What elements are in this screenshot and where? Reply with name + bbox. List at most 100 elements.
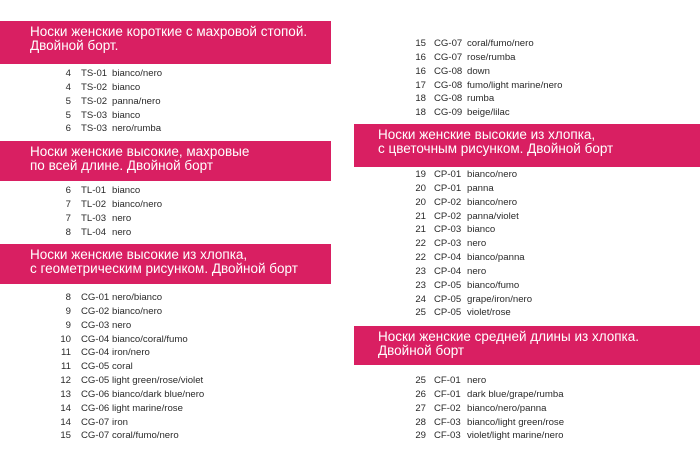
section-title-line: Носки женские высокие из хлопка, [378, 127, 596, 142]
item-code: CF-02 [434, 402, 461, 414]
item-size: 15 [60, 430, 71, 442]
item-color: bianco/nero [112, 198, 163, 210]
item-code: CG-06 [81, 388, 110, 400]
item-color: dark blue/grape/rumba [467, 388, 564, 400]
item-color: bianco/nero [112, 68, 163, 79]
item-size: 12 [60, 375, 71, 387]
item-code: CG-04 [81, 347, 110, 359]
item-color: down [467, 65, 490, 77]
item-color: light marine/rose [112, 402, 183, 414]
item-size: 20 [415, 196, 426, 208]
item-size: 22 [415, 238, 426, 250]
item-color: coral/fumo/nero [112, 430, 179, 442]
item-code: CF-01 [434, 375, 461, 386]
item-color: coral [112, 361, 133, 373]
section-banner: Носки женские высокие из хлопка, с геоме… [0, 244, 331, 284]
item-color: iron/nero [112, 347, 150, 359]
item-color: nero [467, 265, 487, 277]
item-size: 28 [415, 416, 426, 428]
section-title-line: Носки женские средней длины из хлопка. [378, 329, 640, 344]
section-high-terry: Носки женские высокие, махровые по всей … [0, 141, 345, 238]
item-size: 23 [415, 265, 426, 277]
item-size: 26 [415, 388, 426, 400]
item-code: CG-06 [81, 402, 110, 414]
item-size: 6 [65, 185, 71, 196]
item-color: nero/rumba [112, 123, 162, 135]
item-size: 13 [60, 388, 71, 400]
item-code: CP-02 [434, 210, 462, 222]
item-color: grape/iron/nero [467, 293, 533, 305]
item-color: violet/rose [467, 307, 511, 319]
item-color: bianco/nero [467, 169, 518, 180]
item-color: coral/fumo/nero [467, 38, 534, 49]
item-code: CG-07 [81, 416, 110, 428]
section-banner: Носки женские средней длины из хлопка. Д… [354, 326, 700, 365]
item-color: bianco/nero [467, 196, 518, 208]
item-code: CG-08 [434, 65, 463, 77]
section-title-line: Носки женские высокие из хлопка, [30, 247, 248, 262]
item-size: 21 [415, 224, 426, 236]
item-size: 17 [415, 79, 426, 91]
item-code: CP-01 [434, 169, 462, 180]
section-short-terry: Носки женские короткие с махровой стопой… [0, 21, 345, 134]
item-code: CG-08 [434, 79, 463, 91]
section-title-line: по всей длине. Двойной борт [30, 158, 214, 173]
item-color: bianco/nero/panna [467, 402, 547, 414]
item-code: CF-03 [434, 430, 461, 442]
section-title-line: с геометрическим рисунком. Двойной борт [30, 261, 298, 276]
section-title-line: Носки женские короткие с махровой стопой… [30, 24, 308, 39]
item-code: CP-03 [434, 238, 462, 250]
item-size: 9 [65, 319, 71, 331]
item-size: 10 [60, 333, 71, 345]
item-size: 25 [415, 375, 426, 386]
item-size: 11 [61, 361, 71, 373]
section-high-cotton-floral: Носки женские высокие из хлопка, с цвето… [354, 124, 700, 318]
item-color: rumba [467, 93, 495, 105]
item-code: TL-04 [81, 226, 107, 238]
item-color: panna/nero [112, 95, 161, 107]
item-code: CG-09 [434, 107, 463, 119]
item-size: 8 [65, 292, 71, 303]
item-code: CP-05 [434, 307, 462, 319]
item-code: CP-03 [434, 224, 462, 236]
item-code: CG-01 [81, 292, 110, 303]
item-code: CG-04 [81, 333, 110, 345]
item-color: bianco [112, 185, 141, 196]
section-banner: Носки женские высокие из хлопка, с цвето… [354, 124, 700, 167]
item-size: 16 [415, 51, 426, 63]
item-color: nero [112, 212, 132, 224]
item-code: TS-02 [81, 81, 108, 93]
item-color: nero/bianco [112, 292, 163, 303]
item-size: 18 [415, 107, 426, 119]
item-code: CG-05 [81, 375, 110, 387]
item-code: CG-05 [81, 361, 110, 373]
item-color: bianco [467, 224, 496, 236]
item-code: TS-03 [81, 109, 108, 121]
section-title-line: Носки женские высокие, махровые [30, 144, 250, 159]
item-color: panna/violet [467, 210, 519, 222]
item-color: bianco/coral/fumo [112, 333, 188, 345]
item-code: CG-07 [81, 430, 110, 442]
section-mid-cotton: Носки женские средней длины из хлопка. Д… [354, 326, 700, 441]
item-color: beige/lilac [467, 107, 510, 119]
item-color: bianco/nero [112, 305, 163, 317]
item-size: 24 [415, 293, 426, 305]
item-size: 8 [65, 226, 71, 238]
item-color: nero [467, 238, 487, 250]
item-size: 29 [415, 430, 426, 442]
section-title-line: Двойной борт. [30, 38, 119, 53]
item-size: 14 [60, 416, 71, 428]
section-banner: Носки женские короткие с махровой стопой… [0, 21, 331, 64]
item-code: TL-02 [81, 198, 107, 210]
item-size: 16 [415, 65, 426, 77]
item-code: CG-02 [81, 305, 110, 317]
item-code: CG-08 [434, 93, 463, 105]
item-code: CG-07 [434, 38, 463, 49]
section-high-cotton-geometric: Носки женские высокие из хлопка, с геоме… [0, 244, 345, 441]
item-code: CP-04 [434, 265, 462, 277]
item-size: 25 [415, 307, 426, 319]
item-color: nero [112, 226, 132, 238]
item-size: 5 [65, 95, 71, 107]
item-size: 19 [415, 169, 426, 180]
item-size: 4 [65, 68, 71, 79]
